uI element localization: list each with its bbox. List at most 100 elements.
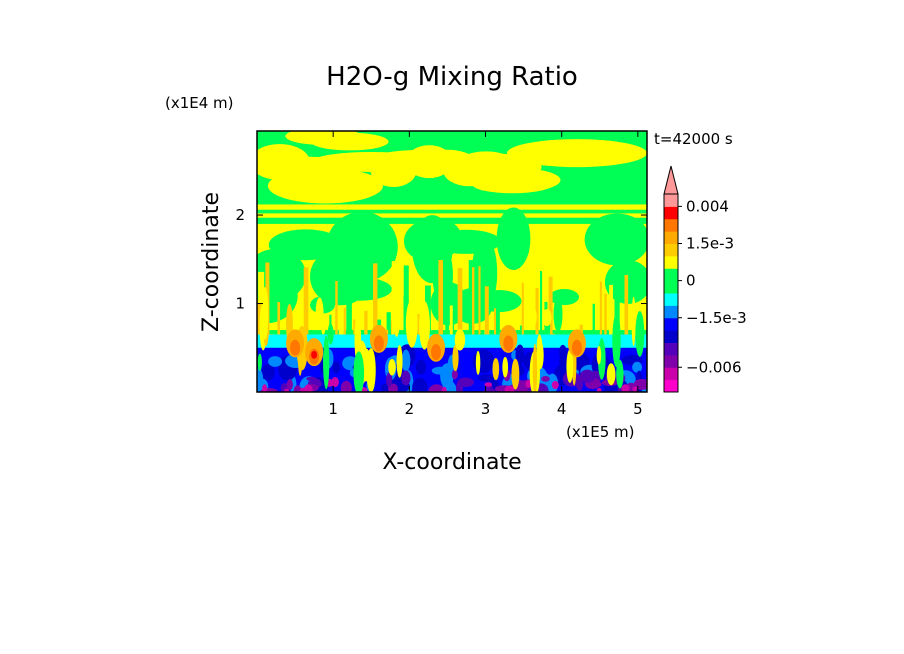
field-blob — [484, 382, 493, 387]
field-band — [257, 334, 647, 353]
x-tick-label: 4 — [557, 400, 567, 418]
colorbar-swatch — [664, 379, 678, 393]
field-blob — [571, 339, 582, 356]
colorbar-swatch — [664, 293, 678, 306]
field-blob — [268, 356, 283, 367]
plume — [539, 271, 543, 353]
field-blob — [553, 296, 563, 332]
colorbar-swatch — [664, 354, 678, 368]
field-blob — [401, 349, 411, 372]
plume — [494, 308, 497, 353]
field-blob — [257, 353, 262, 372]
field-band — [257, 213, 647, 218]
colorbar-tick-label: 0 — [686, 272, 696, 290]
plume — [599, 281, 603, 353]
field-blob — [503, 335, 514, 352]
field-blob — [311, 350, 318, 359]
colorbar-swatch — [664, 305, 678, 319]
field-blob — [405, 299, 418, 348]
field-blob — [440, 363, 454, 389]
y-axis: 12 — [235, 206, 647, 313]
plot-frame — [256, 130, 648, 393]
field-blob — [471, 237, 498, 309]
field-blob — [306, 376, 317, 381]
colorbar-swatch — [664, 194, 678, 207]
field-blob — [596, 346, 602, 365]
field-blob — [506, 139, 647, 168]
field-blob — [441, 386, 447, 392]
field-blob — [528, 306, 537, 328]
field-blob — [353, 351, 365, 392]
field-blob — [579, 369, 596, 383]
field-blob — [566, 349, 574, 383]
time-label: t=42000 s — [654, 130, 733, 148]
plume — [478, 266, 481, 353]
colorbar-swatch — [664, 342, 678, 356]
field-blob — [419, 301, 430, 350]
field-blob — [635, 310, 645, 357]
field-blob — [331, 376, 339, 388]
field-band — [257, 209, 647, 214]
y-tick-label: 1 — [235, 295, 245, 313]
plume — [303, 267, 309, 353]
field-blob — [386, 372, 393, 387]
colorbar-tick-label: 0.004 — [686, 197, 729, 215]
plume — [335, 280, 338, 353]
field-blob — [496, 207, 531, 270]
x-tick-label: 1 — [328, 400, 338, 418]
field-blob — [257, 368, 264, 391]
plume — [624, 275, 629, 353]
field-blob — [511, 358, 520, 390]
field-blob — [261, 363, 275, 381]
plume — [521, 282, 524, 353]
field-blob — [396, 344, 403, 378]
chart-title: H2O-g Mixing Ratio — [326, 62, 578, 92]
colorbar-extend-arrow — [663, 165, 679, 195]
plume — [544, 301, 548, 353]
x-tick-label: 2 — [405, 400, 415, 418]
field-blob — [431, 344, 442, 361]
x-axis-label: X-coordinate — [382, 450, 521, 475]
field-blob — [323, 335, 330, 390]
field-blob — [515, 344, 525, 366]
plume — [535, 288, 539, 353]
plume — [364, 310, 368, 353]
colorbar-tick-label: 1.5e-3 — [686, 235, 734, 253]
plume — [457, 267, 463, 353]
field-blob — [475, 350, 481, 375]
colorbar-swatch — [664, 206, 678, 220]
field-blob — [621, 384, 630, 392]
field-blob — [415, 359, 427, 375]
field-blob — [268, 229, 343, 261]
field-blob — [536, 334, 543, 364]
plume — [449, 305, 453, 353]
x-unit-label: (x1E5 m) — [566, 423, 635, 441]
field-blob — [616, 359, 624, 389]
field-blob — [350, 213, 371, 250]
field-blob — [373, 335, 384, 352]
colorbar-swatch — [664, 243, 678, 257]
field-blob — [264, 263, 299, 296]
plume — [373, 263, 378, 353]
field-blob — [393, 293, 401, 337]
colorbar-swatch — [664, 218, 678, 232]
x-tick-label: 3 — [481, 400, 491, 418]
field-blob — [478, 374, 495, 383]
field-blob — [632, 386, 638, 392]
x-tick-label: 5 — [633, 400, 643, 418]
plume — [438, 260, 444, 353]
plume — [468, 260, 474, 353]
colorbar-swatch — [664, 317, 678, 331]
colorbar-frame — [663, 193, 679, 393]
plume — [484, 286, 489, 353]
y-tick-label: 2 — [235, 206, 245, 224]
field-blob — [412, 378, 428, 392]
field-blob — [492, 357, 500, 381]
field-blob — [311, 151, 432, 172]
colorbar-swatch — [664, 280, 678, 294]
field-blob — [366, 348, 376, 392]
field-blob — [542, 309, 552, 327]
colorbar: 0.004 1.5e-3 0 −1.5e-3 −0.006 — [663, 165, 747, 393]
field-blob — [290, 339, 301, 356]
